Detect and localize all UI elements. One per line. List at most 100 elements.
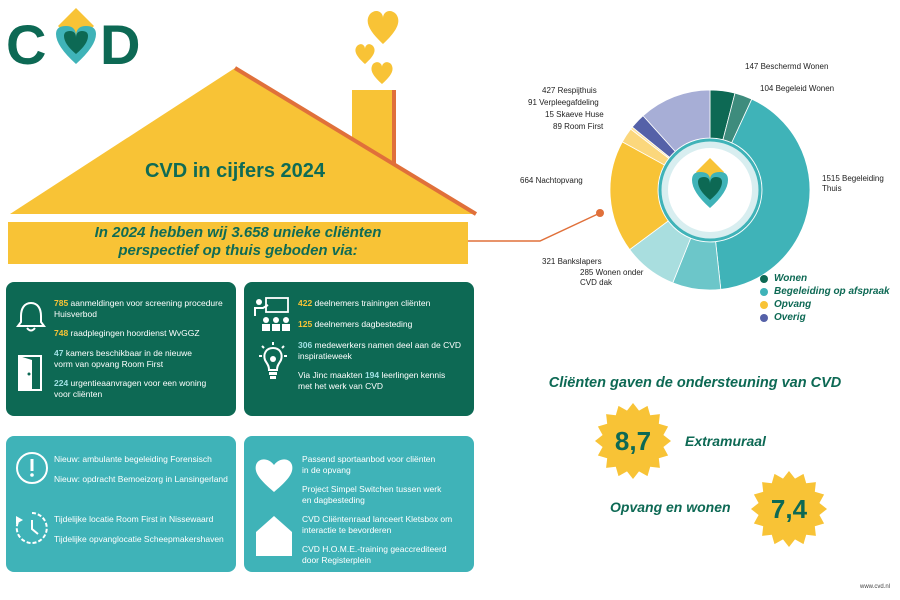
news-box-projects: Passend sportaanbod voor cliënten in de … [244, 436, 474, 572]
legend-dot [760, 274, 768, 283]
rating-label-opvang-wonen: Opvang en wonen [610, 499, 731, 515]
project-line-1: Project Simpel Switchen tussen werk [302, 484, 442, 494]
donut-inner-ring [660, 140, 760, 240]
project-line-2: door Registerplein [302, 555, 371, 565]
project-home-training: CVD H.O.M.E.-training geaccrediteerd doo… [302, 544, 447, 566]
stat-jinc: Via Jinc maakten 194 leerlingen kennis m… [298, 370, 445, 392]
legend-item-opvang: Opvang [760, 298, 890, 311]
banner-background [8, 222, 468, 264]
cvd-logo: C D [6, 8, 140, 70]
rating-label-extramuraal: Extramuraal [685, 433, 766, 449]
stat-text-2: met het werk van CVD [298, 381, 384, 391]
rating-value: 7,4 [770, 493, 808, 524]
connector-line [468, 209, 604, 242]
news-bemoeizorg: Nieuw: opdracht Bemoeizorg in Lansingerl… [54, 474, 228, 484]
stat-dagbesteding: 125 deelnemers dagbesteding [298, 319, 412, 330]
pie-label-respijthuis: 427 Respijthuis [542, 86, 597, 95]
stat-text: aanmeldingen voor screening procedure [68, 298, 223, 308]
news-forensisch: Nieuw: ambulante begeleiding Forensisch [54, 454, 212, 464]
project-sport: Passend sportaanbod voor cliënten in de … [302, 454, 435, 476]
stat-text: deelnemers dagbesteding [312, 319, 413, 329]
legend-dot [760, 300, 768, 309]
stat-text: kamers beschikbaar in de nieuwe [63, 348, 192, 358]
sun-badge-icon [751, 471, 827, 547]
project-simpel-switchen: Project Simpel Switchen tussen werk en d… [302, 484, 441, 506]
stat-number: 47 [54, 348, 64, 358]
legend-label: Wonen [774, 273, 808, 284]
pie-label-begeleid: 104 Begeleid Wonen [760, 84, 835, 93]
project-line-2: in de opvang [302, 465, 351, 475]
stats-box-support: 785 aanmeldingen voor screening procedur… [6, 282, 236, 416]
legend-label: Begeleiding op afspraak [774, 286, 890, 297]
page-title: CVD in cijfers 2024 [144, 160, 326, 182]
stat-text: deelnemers trainingen cliënten [312, 298, 431, 308]
stat-trainingen: 422 deelnemers trainingen cliënten [298, 298, 430, 309]
project-line-2: en dagbesteding [302, 495, 365, 505]
stat-text-2: voor cliënten [54, 389, 103, 399]
legend-item-overig: Overig [760, 311, 890, 324]
center-logo-icon [692, 158, 728, 208]
project-line-2: interactie te bevorderen [302, 525, 392, 535]
stats-box-participation: 422 deelnemers trainingen cliënten 125 d… [244, 282, 474, 416]
stat-text-2: vorm van opvang Room First [54, 359, 164, 369]
ratings-title: Cliënten gaven de ondersteuning van CVD [548, 375, 842, 391]
banner-line-1: In 2024 hebben wij 3.658 unieke cliënten [94, 224, 382, 241]
stat-hoordienst: 748 raadplegingen hoordienst WvGGZ [54, 328, 200, 339]
stat-text: raadplegingen hoordienst WvGGZ [68, 328, 200, 338]
stat-number: 785 [54, 298, 69, 308]
project-kletsbox: CVD Cliëntenraad lanceert Kletsbox om in… [302, 514, 452, 536]
stat-text: urgentieaanvragen voor een woning [68, 378, 207, 388]
legend-label: Opvang [774, 299, 812, 310]
pie-label-verpleegafdeling: 91 Verpleegafdeling [528, 98, 599, 107]
pie-label-begeleiding-thuis: 1515 Begeleiding Thuis [822, 174, 884, 193]
news-box-locations: Nieuw: ambulante begeleiding Forensisch … [6, 436, 236, 572]
alert-icon [16, 452, 48, 484]
heart-icon [255, 459, 293, 492]
legend-item-wonen: Wonen [760, 272, 890, 285]
news-room-first: Tijdelijke locatie Room First in Nissewa… [54, 514, 214, 524]
svg-text:C: C [6, 13, 46, 70]
stat-number: 422 [298, 298, 313, 308]
pie-label-nachtopvang: 664 Nachtopvang [520, 176, 583, 185]
donut-accent-ring [658, 138, 762, 242]
pie-label-bankslapers: 321 Bankslapers [542, 257, 602, 266]
legend-dot [760, 313, 768, 322]
rating-badge-opvang: 7,4 [750, 470, 828, 548]
chart-legend: Wonen Begeleiding op afspraak Opvang Ove… [760, 272, 890, 324]
project-line-1: CVD H.O.M.E.-training geaccrediteerd [302, 544, 447, 554]
stat-number: 748 [54, 328, 69, 338]
pie-slice-2 [715, 98, 811, 290]
clock-icon [15, 512, 48, 544]
sun-badge-icon [595, 403, 671, 479]
donut-chart [609, 89, 811, 291]
legend-item-begeleiding: Begeleiding op afspraak [760, 285, 890, 298]
stat-screening: 785 aanmeldingen voor screening procedur… [54, 298, 223, 320]
door-icon [18, 355, 42, 391]
bell-icon [16, 301, 46, 332]
pie-label-room-first: 89 Room First [553, 122, 604, 131]
stat-number: 224 [54, 378, 69, 388]
rating-badge-extramuraal: 8,7 [594, 402, 672, 480]
training-icon [254, 297, 290, 331]
lightbulb-icon [259, 342, 287, 379]
legend-dot [760, 287, 768, 296]
stat-inspiratieweek: 306 medewerkers namen deel aan de CVD in… [298, 340, 461, 362]
legend-label: Overig [774, 312, 806, 323]
home-icon [256, 516, 292, 556]
rating-value: 8,7 [614, 425, 652, 456]
banner-line-2: perspectief op thuis geboden via: [118, 242, 358, 259]
stat-kamers: 47 kamers beschikbaar in de nieuwe vorm … [54, 348, 192, 370]
stat-text-2: Huisverbod [54, 309, 97, 319]
pie-label-wonen-onder-dak: 285 Wonen onder CVD dak [580, 268, 644, 287]
project-line-1: CVD Cliëntenraad lanceert Kletsbox om [302, 514, 453, 524]
stat-number: 125 [298, 319, 313, 329]
stat-urgentie: 224 urgentieaanvragen voor een woning vo… [54, 378, 206, 400]
banner-text: In 2024 hebben wij 3.658 unieke cliënten… [8, 224, 468, 260]
pie-slice-9 [642, 89, 711, 152]
stat-text: leerlingen kennis [379, 370, 446, 380]
news-scheepmakershaven: Tijdelijke opvanglocatie Scheepmakershav… [54, 534, 224, 544]
svg-text:D: D [100, 13, 140, 70]
stat-pre: Via Jinc maakten [298, 370, 365, 380]
project-line-1: Passend sportaanbod voor cliënten [302, 454, 436, 464]
stat-number: 306 [298, 340, 313, 350]
